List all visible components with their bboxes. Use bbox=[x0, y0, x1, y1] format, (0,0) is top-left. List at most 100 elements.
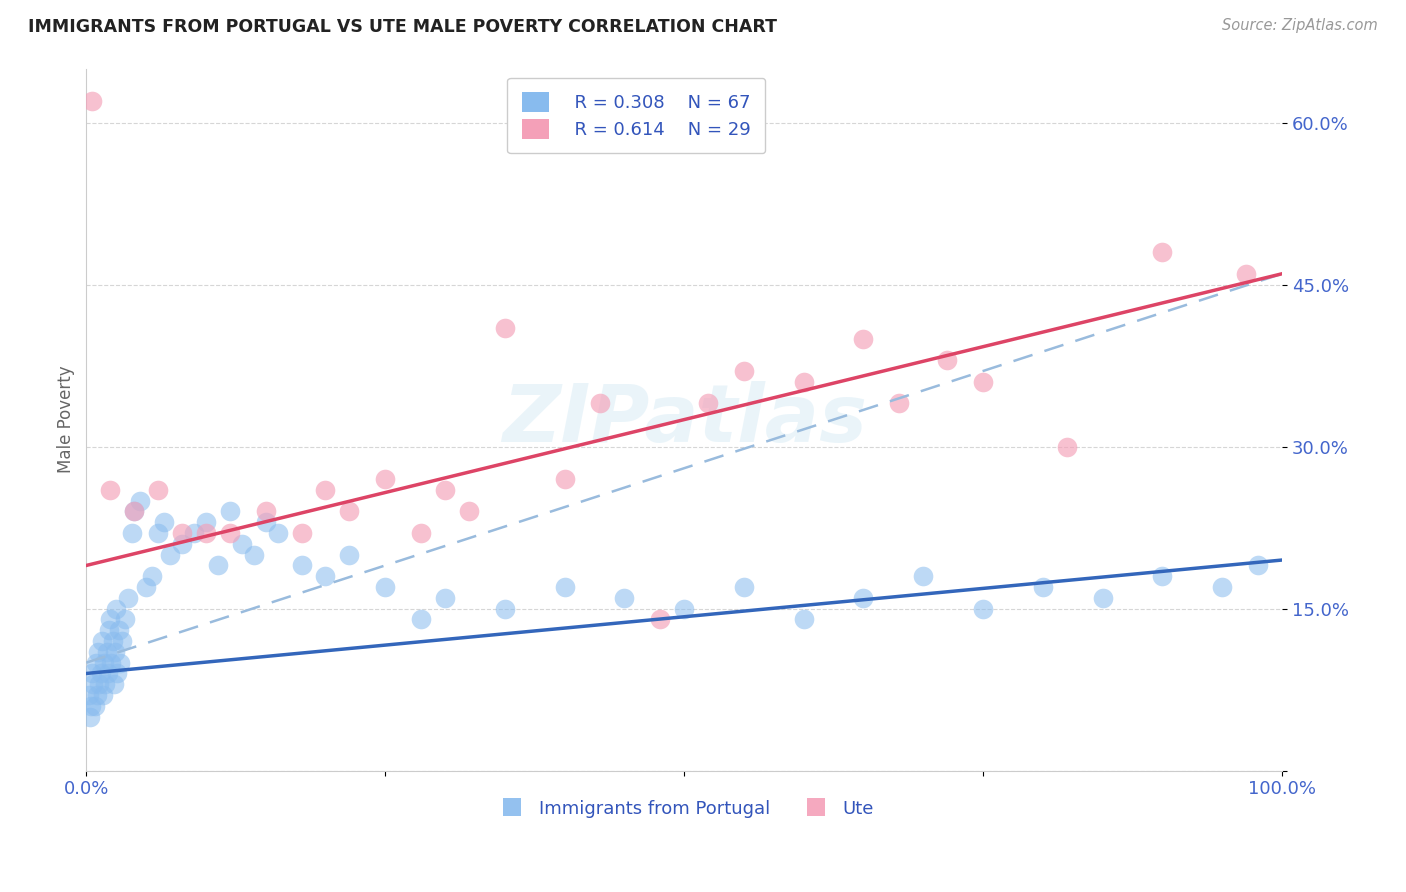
Point bbox=[218, 504, 240, 518]
Point bbox=[146, 483, 169, 497]
Point bbox=[114, 612, 136, 626]
Text: ZIPatlas: ZIPatlas bbox=[502, 381, 866, 458]
Point bbox=[458, 504, 481, 518]
Point bbox=[117, 591, 139, 605]
Point bbox=[111, 634, 134, 648]
Point bbox=[97, 666, 120, 681]
Point bbox=[170, 526, 193, 541]
Point bbox=[852, 591, 875, 605]
Point bbox=[266, 526, 288, 541]
Point bbox=[554, 472, 576, 486]
Point bbox=[141, 569, 163, 583]
Point bbox=[93, 656, 115, 670]
Point bbox=[254, 515, 277, 529]
Point bbox=[122, 504, 145, 518]
Point bbox=[79, 709, 101, 723]
Point bbox=[89, 677, 111, 691]
Point bbox=[1032, 580, 1054, 594]
Point bbox=[231, 537, 253, 551]
Point bbox=[589, 396, 612, 410]
Point bbox=[129, 493, 152, 508]
Point bbox=[83, 698, 105, 713]
Point bbox=[673, 601, 696, 615]
Point bbox=[793, 612, 815, 626]
Point bbox=[98, 612, 121, 626]
Point bbox=[80, 698, 103, 713]
Point bbox=[613, 591, 636, 605]
Point bbox=[218, 526, 240, 541]
Point bbox=[650, 612, 672, 626]
Point bbox=[433, 591, 456, 605]
Point bbox=[103, 677, 125, 691]
Point bbox=[936, 353, 959, 368]
Point bbox=[82, 677, 104, 691]
Point bbox=[108, 656, 131, 670]
Point bbox=[433, 483, 456, 497]
Point bbox=[889, 396, 911, 410]
Point bbox=[135, 580, 157, 594]
Point bbox=[194, 515, 217, 529]
Point bbox=[1152, 245, 1174, 260]
Point bbox=[159, 548, 181, 562]
Point bbox=[84, 656, 107, 670]
Point bbox=[121, 526, 143, 541]
Point bbox=[1211, 580, 1233, 594]
Point bbox=[96, 645, 118, 659]
Point bbox=[972, 601, 994, 615]
Point bbox=[1056, 440, 1078, 454]
Point bbox=[122, 504, 145, 518]
Point bbox=[87, 645, 110, 659]
Point bbox=[1091, 591, 1114, 605]
Point bbox=[494, 601, 516, 615]
Point bbox=[337, 548, 360, 562]
Point bbox=[409, 526, 432, 541]
Point bbox=[98, 483, 121, 497]
Point bbox=[290, 526, 312, 541]
Point bbox=[793, 375, 815, 389]
Point bbox=[207, 558, 229, 573]
Point bbox=[912, 569, 935, 583]
Point bbox=[852, 332, 875, 346]
Text: IMMIGRANTS FROM PORTUGAL VS UTE MALE POVERTY CORRELATION CHART: IMMIGRANTS FROM PORTUGAL VS UTE MALE POV… bbox=[28, 18, 778, 36]
Point bbox=[337, 504, 360, 518]
Point bbox=[374, 472, 396, 486]
Point bbox=[170, 537, 193, 551]
Point bbox=[82, 94, 104, 108]
Point bbox=[104, 645, 127, 659]
Point bbox=[1152, 569, 1174, 583]
Text: Source: ZipAtlas.com: Source: ZipAtlas.com bbox=[1222, 18, 1378, 33]
Point bbox=[82, 666, 104, 681]
Point bbox=[105, 601, 128, 615]
Legend: Immigrants from Portugal, Ute: Immigrants from Portugal, Ute bbox=[486, 792, 882, 825]
Y-axis label: Male Poverty: Male Poverty bbox=[58, 366, 75, 474]
Point bbox=[86, 688, 108, 702]
Point bbox=[107, 624, 129, 638]
Point bbox=[733, 580, 755, 594]
Point bbox=[314, 569, 336, 583]
Point bbox=[374, 580, 396, 594]
Point bbox=[90, 634, 112, 648]
Point bbox=[146, 526, 169, 541]
Point bbox=[94, 677, 117, 691]
Point bbox=[972, 375, 994, 389]
Point bbox=[194, 526, 217, 541]
Point bbox=[100, 656, 122, 670]
Point bbox=[697, 396, 720, 410]
Point bbox=[1247, 558, 1270, 573]
Point bbox=[105, 666, 128, 681]
Point bbox=[409, 612, 432, 626]
Point bbox=[254, 504, 277, 518]
Point bbox=[242, 548, 264, 562]
Point bbox=[77, 688, 100, 702]
Point bbox=[314, 483, 336, 497]
Point bbox=[733, 364, 755, 378]
Point bbox=[153, 515, 176, 529]
Point bbox=[494, 320, 516, 334]
Point bbox=[1234, 267, 1257, 281]
Point bbox=[183, 526, 205, 541]
Point bbox=[554, 580, 576, 594]
Point bbox=[91, 688, 114, 702]
Point bbox=[98, 624, 121, 638]
Point bbox=[101, 634, 124, 648]
Point bbox=[90, 666, 112, 681]
